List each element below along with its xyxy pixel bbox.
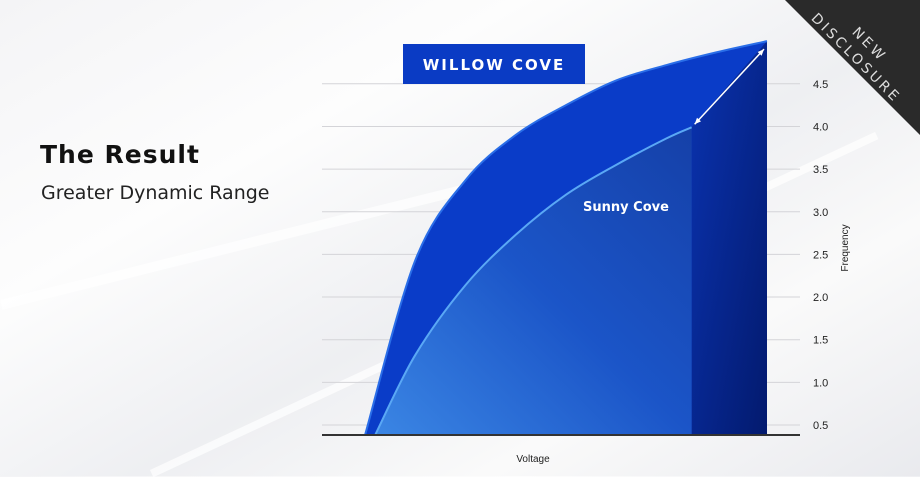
y-tick-label: 3.0 — [813, 207, 828, 219]
willow-cove-label-box — [403, 44, 585, 84]
willow-cove-extended-range — [691, 41, 767, 436]
y-tick-label: 2.5 — [813, 249, 828, 261]
willow-cove-label-text: WILLOW COVE — [423, 56, 565, 74]
slide-title: The Result — [40, 140, 200, 169]
y-tick-label: 4.5 — [813, 79, 828, 91]
willow-cove-line — [364, 40, 768, 436]
x-axis-label: Voltage — [516, 454, 550, 465]
range-arrow — [694, 48, 765, 125]
arrow-head — [757, 49, 764, 56]
willow-cove-label: WILLOW COVE — [403, 44, 585, 84]
y-tick-label: 3.5 — [813, 164, 828, 176]
arrow-shaft — [694, 48, 765, 125]
sunny-cove-line — [374, 126, 693, 436]
sunny-cove-label: Sunny Cove — [583, 200, 669, 215]
y-tick-label: 4.0 — [813, 121, 828, 133]
y-tick-label: 0.5 — [813, 420, 828, 432]
arrow-head — [694, 117, 702, 125]
y-axis-label: Frequency — [840, 224, 851, 271]
y-tick-label: 2.0 — [813, 292, 828, 304]
sunny-cove-area — [375, 127, 692, 436]
y-tick-label: 1.5 — [813, 335, 828, 347]
badge-background — [785, 0, 920, 135]
slide-subtitle: Greater Dynamic Range — [41, 182, 270, 204]
y-tick-label: 1.0 — [813, 377, 828, 389]
